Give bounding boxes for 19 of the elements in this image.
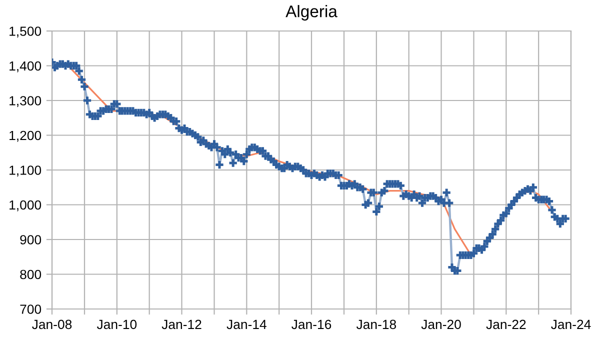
x-tick-label: Jan-08 xyxy=(32,320,72,330)
y-tick-label: 900 xyxy=(20,235,42,244)
chart-title: Algeria xyxy=(286,5,338,21)
y-tick-label: 1,500 xyxy=(10,26,42,38)
x-tick-label: Jan-10 xyxy=(96,320,137,330)
y-tick-label: 700 xyxy=(20,304,42,314)
x-tick-label: Jan-20 xyxy=(421,320,461,330)
y-tick-label: 1,100 xyxy=(10,166,42,176)
y-tick-label: 1,200 xyxy=(10,130,42,142)
y-tick-label: 1,400 xyxy=(10,61,42,72)
x-tick-label: Jan-22 xyxy=(486,320,526,330)
x-tick-label: Jan-18 xyxy=(356,320,396,330)
y-tick-label: 1,300 xyxy=(10,96,42,107)
x-tick-label: Jan-12 xyxy=(162,320,202,330)
x-tick-label: Jan-16 xyxy=(292,320,332,330)
y-tick-label: 800 xyxy=(20,270,42,280)
y-tick-label: 1,000 xyxy=(10,200,42,212)
x-tick-label: Jan-14 xyxy=(226,320,266,330)
x-tick-label: Jan-24 xyxy=(551,320,591,330)
